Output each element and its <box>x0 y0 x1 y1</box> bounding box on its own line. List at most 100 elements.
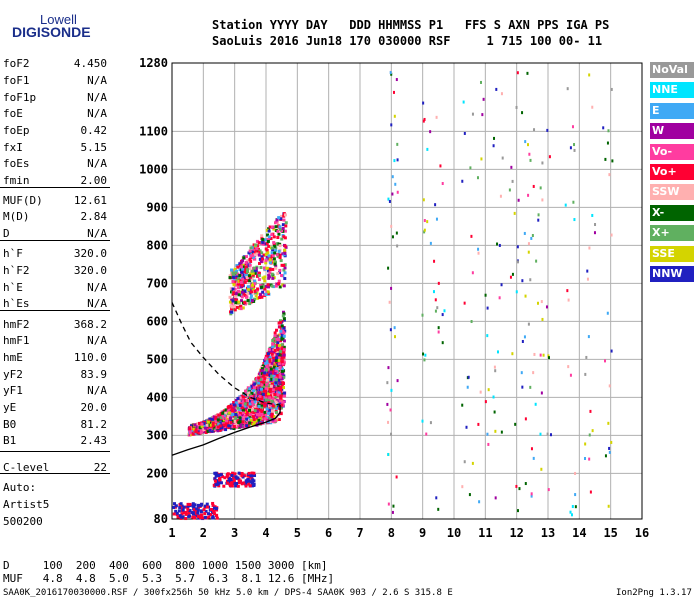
echo-point <box>251 255 255 259</box>
echo-point <box>248 484 252 488</box>
echo-point <box>248 266 252 270</box>
y-tick-label: 200 <box>146 466 168 480</box>
echo-point <box>260 396 264 400</box>
echo-point <box>278 344 282 348</box>
echo-point <box>266 285 270 289</box>
echo-point <box>194 428 198 432</box>
echo-point <box>253 279 257 283</box>
echo-point <box>249 413 253 417</box>
echo-point <box>260 401 264 405</box>
echo-point <box>250 481 254 485</box>
echo-point <box>235 264 239 268</box>
echo-point <box>243 268 247 272</box>
interference-point <box>422 352 425 356</box>
echo-point <box>261 364 265 368</box>
echo-point <box>221 414 225 418</box>
interference-point <box>429 421 432 425</box>
param-value: 110.0 <box>73 351 107 364</box>
echo-point <box>175 511 179 515</box>
echo-point <box>200 516 204 520</box>
echo-point <box>263 371 267 375</box>
interference-point <box>392 90 395 94</box>
interference-point <box>539 353 542 357</box>
param-row: foF1 N/A <box>3 74 107 88</box>
echo-point <box>252 396 256 400</box>
param-separator <box>0 310 110 311</box>
interference-point <box>480 157 483 161</box>
echo-point <box>178 503 182 507</box>
echo-point <box>276 397 280 401</box>
interference-point <box>608 384 611 388</box>
echo-point <box>231 471 235 475</box>
y-tick-label: 1280 <box>139 56 168 70</box>
interference-point <box>463 460 466 464</box>
interference-point <box>466 385 469 389</box>
echo-point <box>254 243 258 247</box>
echo-point <box>205 505 209 509</box>
echo-point <box>250 283 254 287</box>
echo-point <box>282 334 286 338</box>
echo-point <box>248 279 252 283</box>
y-tick-label: 900 <box>146 200 168 214</box>
interference-point <box>437 281 440 285</box>
interference-point <box>392 504 395 508</box>
echo-point <box>177 509 181 513</box>
interference-point <box>540 467 543 471</box>
echo-point <box>178 506 182 510</box>
interference-point <box>511 179 514 183</box>
echo-point <box>269 349 273 353</box>
interference-point <box>546 128 549 132</box>
echo-point <box>241 395 245 399</box>
echo-point <box>267 254 271 258</box>
x-tick-label: 1 <box>168 526 175 540</box>
echo-point <box>253 409 257 413</box>
interference-point <box>585 355 588 359</box>
echo-point <box>274 395 278 399</box>
interference-point <box>532 371 535 375</box>
interference-point <box>463 131 466 135</box>
interference-point <box>524 482 527 486</box>
echo-point <box>188 431 192 435</box>
echo-point <box>180 512 184 516</box>
echo-point <box>209 508 213 512</box>
echo-point <box>216 413 220 417</box>
echo-point <box>229 307 233 311</box>
echo-point <box>252 471 256 475</box>
echo-point <box>231 405 235 409</box>
echo-point <box>257 273 261 277</box>
echo-point <box>260 408 264 412</box>
echo-point <box>273 331 277 335</box>
echo-point <box>259 266 263 270</box>
interference-point <box>494 496 497 500</box>
interference-point <box>547 356 550 360</box>
echo-point <box>267 269 271 273</box>
echo-point <box>228 411 232 415</box>
interference-point <box>422 119 425 123</box>
interference-point <box>486 306 489 310</box>
interference-point <box>389 71 392 75</box>
interference-point <box>463 301 466 305</box>
echo-point <box>280 356 284 360</box>
echo-point <box>214 514 218 518</box>
interference-point <box>566 87 569 91</box>
interference-point <box>386 381 389 385</box>
echo-point <box>272 285 276 289</box>
echo-point <box>279 214 283 218</box>
echo-point <box>273 251 277 255</box>
echo-point <box>209 512 213 516</box>
echo-point <box>258 293 262 297</box>
echo-point <box>224 428 228 432</box>
echo-point <box>258 397 262 401</box>
echo-point <box>245 417 249 421</box>
echo-point <box>251 287 255 291</box>
echo-point <box>240 270 244 274</box>
echo-point <box>205 516 209 520</box>
interference-point <box>501 156 504 160</box>
echo-point <box>248 405 252 409</box>
interference-point <box>521 385 524 389</box>
echo-point <box>253 474 257 478</box>
interference-point <box>435 115 438 119</box>
param-value: 81.2 <box>80 418 108 431</box>
echo-point <box>269 367 273 371</box>
param-key: foE <box>3 107 23 120</box>
